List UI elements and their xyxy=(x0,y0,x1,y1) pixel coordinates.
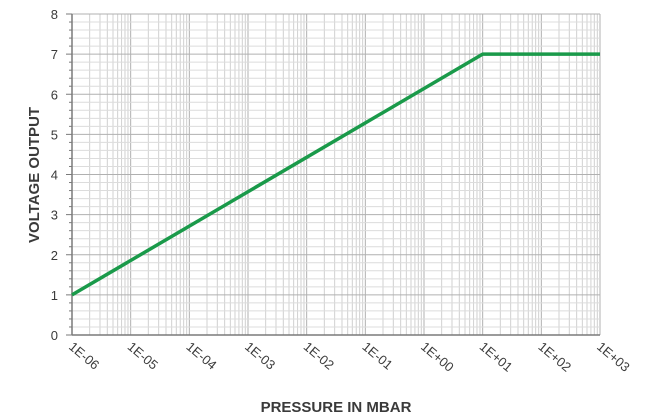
y-tick-label: 8 xyxy=(51,7,58,22)
voltage-series-line xyxy=(71,52,600,297)
x-tick-label: 1E+02 xyxy=(535,339,574,375)
y-tick-labels: 0 1 2 3 4 5 6 7 8 xyxy=(51,7,58,343)
x-tick-label: 1E-06 xyxy=(66,339,102,373)
x-axis-title: PRESSURE IN MBAR xyxy=(261,399,412,416)
x-tick-label: 1E-04 xyxy=(183,339,219,373)
y-tick-label: 1 xyxy=(51,288,58,303)
y-tick-label: 0 xyxy=(51,328,58,343)
y-tick-label: 2 xyxy=(51,248,58,263)
x-tick-label: 1E-05 xyxy=(125,339,161,373)
x-tick-label: 1E-02 xyxy=(301,339,337,373)
y-tick-label: 6 xyxy=(51,87,58,102)
x-tick-labels: 1E-06 1E-05 1E-04 1E-03 1E-02 1E-01 1E+00 1E+01… xyxy=(66,339,633,375)
grid xyxy=(71,13,601,336)
x-tick-label: 1E+01 xyxy=(477,339,516,375)
x-tick-label: 1E-03 xyxy=(242,339,278,373)
y-tick-label: 4 xyxy=(51,168,58,183)
y-axis-title: VOLTAGE OUTPUT xyxy=(26,107,43,243)
x-tick-label: 1E+00 xyxy=(418,339,457,375)
y-tick-label: 7 xyxy=(51,47,58,62)
series xyxy=(71,52,600,297)
y-tick-label: 3 xyxy=(51,208,58,223)
x-tick-label: 1E+03 xyxy=(594,339,633,375)
axes xyxy=(66,13,600,336)
y-tick-label: 5 xyxy=(51,127,58,142)
x-tick-label: 1E-01 xyxy=(359,339,395,373)
